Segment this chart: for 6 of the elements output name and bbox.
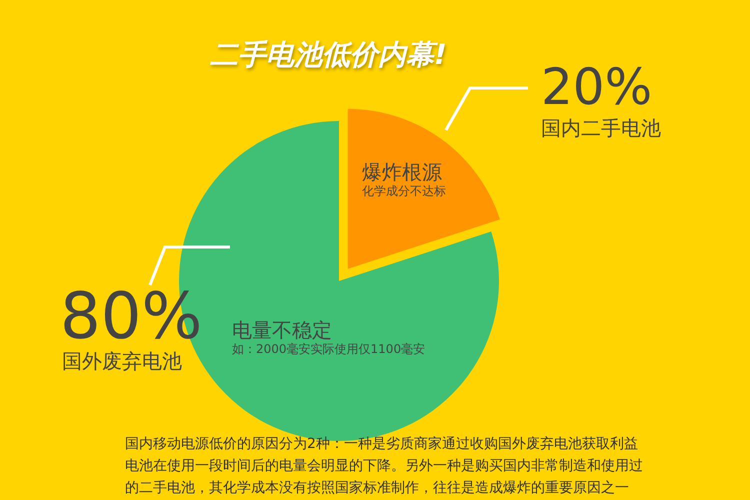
title: 二手电池低价内幕! bbox=[210, 37, 447, 73]
annotation: 爆炸根源 bbox=[362, 159, 442, 185]
annotation: 如：2000毫安实际使用仅1100毫安 bbox=[232, 341, 426, 358]
annotation: 国内移动电源低价的原因分为2种：一种是劣质商家通过收购国外废弃电池获取利益电池在使用一段时间后的电量会明显的下降。另外一种是购买国内非常制造和使用过的二手电池，其化学成本没有按照国家标准制作，往往是造成爆炸的重要原因之一 bbox=[125, 435, 644, 498]
annotation: 电量不稳定 bbox=[232, 317, 332, 342]
annotation: 化学成分不达标 bbox=[362, 183, 446, 200]
